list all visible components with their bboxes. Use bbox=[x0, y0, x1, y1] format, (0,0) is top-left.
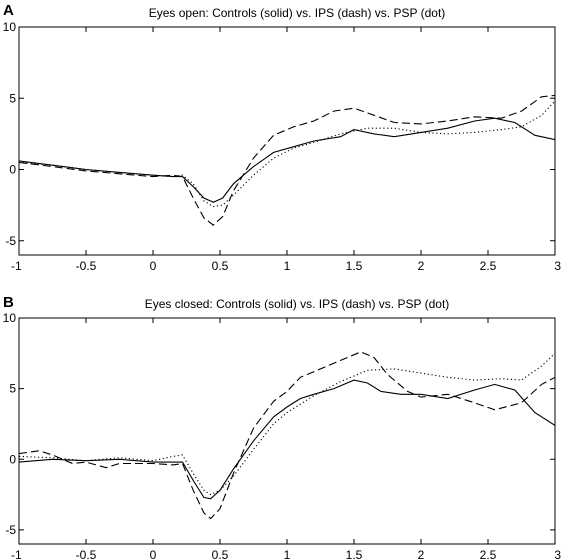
x-tick-label: 2 bbox=[418, 259, 425, 273]
x-tick-label: 2.5 bbox=[480, 548, 497, 559]
y-tick-label: -5 bbox=[5, 234, 16, 248]
x-tick-label: -0.5 bbox=[76, 548, 97, 559]
x-tick-label: 0.5 bbox=[212, 548, 229, 559]
series-dashed-line bbox=[19, 351, 555, 520]
series-dotted-line bbox=[19, 352, 555, 496]
series-dashed-line bbox=[19, 94, 555, 226]
x-tick-label: 0.5 bbox=[212, 259, 229, 273]
x-tick-label: 1 bbox=[284, 259, 291, 273]
x-tick-label: -1 bbox=[11, 259, 22, 273]
x-tick-label: 3 bbox=[554, 548, 561, 559]
chart-title: Eyes closed: Controls (solid) vs. IPS (d… bbox=[145, 297, 450, 311]
plot-frame bbox=[18, 317, 556, 545]
series-dotted-line bbox=[19, 100, 555, 208]
series-group bbox=[19, 94, 555, 226]
x-tick-label: 3 bbox=[554, 259, 561, 273]
chart-panel-b: B Eyes closed: Controls (solid) vs. IPS (… bbox=[3, 294, 561, 559]
y-tick-label: 10 bbox=[3, 20, 17, 34]
x-tick-label: 1.5 bbox=[346, 259, 363, 273]
y-tick-label: -5 bbox=[5, 523, 16, 537]
chart-panel-a: A Eyes open: Controls (solid) vs. IPS (da… bbox=[3, 2, 561, 273]
x-tick-label: 0 bbox=[150, 259, 157, 273]
y-tick-label: 0 bbox=[9, 163, 16, 177]
x-tick-label: -0.5 bbox=[76, 259, 97, 273]
plot-frame bbox=[18, 26, 556, 256]
series-group bbox=[19, 351, 555, 520]
y-tick-label: 5 bbox=[9, 91, 16, 105]
panel-letter: A bbox=[3, 2, 14, 19]
x-tick-label: -1 bbox=[11, 548, 22, 559]
x-tick-label: 1 bbox=[284, 548, 291, 559]
chart-title: Eyes open: Controls (solid) vs. IPS (das… bbox=[149, 6, 446, 20]
x-tick-label: 2.5 bbox=[480, 259, 497, 273]
panel-letter: B bbox=[3, 294, 14, 311]
y-tick-label: 0 bbox=[9, 452, 16, 466]
x-tick-label: 1.5 bbox=[346, 548, 363, 559]
x-tick-label: 0 bbox=[150, 548, 157, 559]
y-tick-label: 5 bbox=[9, 382, 16, 396]
x-tick-label: 2 bbox=[418, 548, 425, 559]
series-solid-line bbox=[19, 379, 555, 500]
y-tick-label: 10 bbox=[3, 311, 17, 325]
